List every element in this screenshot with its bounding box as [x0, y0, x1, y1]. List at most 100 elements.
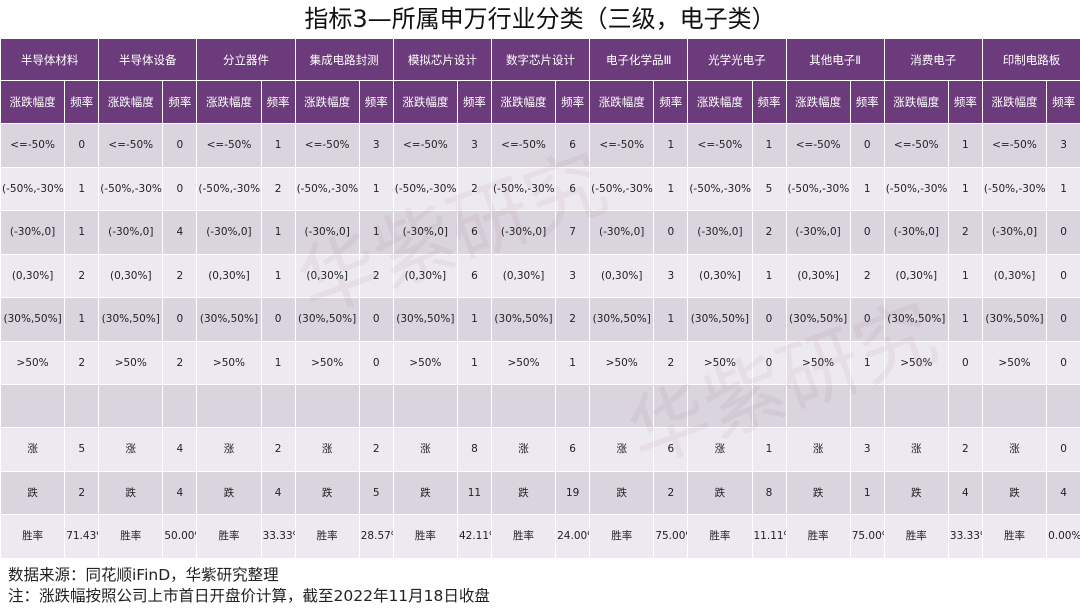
range-cell: (0,30%]	[883, 253, 949, 298]
range-header: 涨跌幅度	[196, 80, 262, 124]
range-cell: (0,30%]	[981, 253, 1048, 298]
freq-cell	[260, 384, 296, 428]
table-row: (-30%,0] 1 (-30%,0] 4 (-30%,0] 1 (-30%,0] 1 (-30…	[0, 210, 1080, 255]
range-cell: (0,30%]	[490, 253, 557, 298]
freq-cell: 1	[751, 427, 787, 472]
range-cell: >50%	[0, 340, 66, 385]
range-cell: >50%	[392, 340, 458, 385]
range-cell: 涨	[294, 427, 360, 472]
freq-cell: 1	[849, 470, 885, 515]
range-header: 涨跌幅度	[785, 80, 851, 124]
range-cell: 跌	[490, 470, 557, 515]
freq-header: 频率	[653, 80, 689, 124]
freq-cell: 0	[947, 340, 983, 385]
freq-cell: 8	[456, 427, 492, 472]
range-cell: (-30%,0]	[98, 210, 164, 255]
freq-cell: 2	[260, 166, 296, 211]
freq-cell: 1	[555, 340, 591, 385]
freq-cell: 0	[849, 123, 885, 168]
range-cell: (0,30%]	[589, 253, 655, 298]
freq-cell: 3	[849, 427, 885, 472]
freq-cell: 1	[358, 210, 394, 255]
range-cell	[785, 384, 851, 428]
range-cell	[196, 384, 262, 428]
range-cell: <=-50%	[589, 123, 655, 168]
category-header: 分立器件	[196, 38, 296, 81]
range-cell	[0, 384, 66, 428]
range-cell	[98, 384, 164, 428]
range-cell	[687, 384, 753, 428]
category-header: 电子化学品Ⅲ	[589, 38, 689, 81]
range-cell: <=-50%	[785, 123, 851, 168]
range-cell: (0,30%]	[785, 253, 851, 298]
range-cell: 跌	[883, 470, 949, 515]
freq-cell: 2	[358, 427, 394, 472]
table-row: >50% 2 >50% 2 >50% 1 >50% 0 >50% 1 >50% 1 >50% 2 >50% 0…	[0, 340, 1080, 385]
range-cell	[392, 384, 458, 428]
range-cell: 胜率	[98, 514, 164, 559]
freq-cell: 24.00%	[555, 514, 591, 559]
range-header: 涨跌幅度	[0, 80, 66, 124]
range-cell: (30%,50%]	[981, 297, 1048, 342]
range-cell: (-50%,-30%]	[0, 166, 66, 211]
freq-cell: 2	[358, 253, 394, 298]
freq-cell: 1	[260, 210, 296, 255]
category-header: 半导体设备	[98, 38, 198, 81]
freq-cell: 0	[162, 297, 198, 342]
range-cell: (-50%,-30%]	[196, 166, 262, 211]
range-cell: (-30%,0]	[785, 210, 851, 255]
freq-cell: 0	[1046, 253, 1080, 298]
freq-cell: 1	[260, 123, 296, 168]
range-cell: >50%	[981, 340, 1048, 385]
freq-cell: 75.00%	[653, 514, 689, 559]
range-cell: 涨	[0, 427, 66, 472]
range-cell: (-30%,0]	[687, 210, 753, 255]
range-cell: <=-50%	[687, 123, 753, 168]
range-cell: 胜率	[490, 514, 557, 559]
range-cell: 胜率	[0, 514, 66, 559]
table-row: 胜率71.43%胜率50.00%胜率33.33%胜率28.57%胜率42.11%…	[0, 514, 1080, 559]
freq-cell: 0	[849, 297, 885, 342]
range-cell: <=-50%	[490, 123, 557, 168]
range-cell: (-30%,0]	[490, 210, 557, 255]
range-cell: 涨	[981, 427, 1048, 472]
range-cell: (-30%,0]	[981, 210, 1048, 255]
page-title: 指标3—所属申万行业分类（三级，电子类）	[304, 5, 776, 33]
range-cell: (-50%,-30%]	[294, 166, 360, 211]
range-cell: (30%,50%]	[490, 297, 557, 342]
table-row: (30%,50%] 1 (30%,50%] 0 (30%,50%] 0 (30%,50%] 0…	[0, 297, 1080, 342]
range-cell: (30%,50%]	[785, 297, 851, 342]
freq-cell: 1	[849, 166, 885, 211]
category-header: 数字芯片设计	[490, 38, 591, 81]
freq-cell: 11.11%	[751, 514, 787, 559]
range-cell: <=-50%	[392, 123, 458, 168]
freq-cell: 71.43%	[64, 514, 100, 559]
footnote: 注：涨跌幅按照公司上市首日开盘价计算，截至2022年11月18日收盘	[8, 587, 490, 605]
freq-cell: 7	[555, 210, 591, 255]
range-cell: >50%	[589, 340, 655, 385]
freq-header: 频率	[260, 80, 296, 124]
industry-table: 半导体材料 半导体设备 分立器件 集成电路封测 模拟芯片设计 数字芯片设计 电子化学品Ⅲ 光学…	[0, 38, 1080, 559]
freq-cell	[64, 384, 100, 428]
range-cell: >50%	[687, 340, 753, 385]
category-header: 其他电子Ⅱ	[785, 38, 885, 81]
freq-header: 频率	[555, 80, 591, 124]
freq-cell: 1	[947, 297, 983, 342]
freq-cell	[358, 384, 394, 428]
freq-cell: 0	[358, 340, 394, 385]
freq-cell	[456, 384, 492, 428]
range-cell: (30%,50%]	[196, 297, 262, 342]
range-cell	[589, 384, 655, 428]
freq-cell: 1	[64, 297, 100, 342]
range-cell: 胜率	[883, 514, 949, 559]
freq-cell: 0	[1046, 210, 1080, 255]
sub-header-row: 涨跌幅度 频率 涨跌幅度 频率 涨跌幅度 频率 涨跌幅度 频率 涨跌幅度 频率 涨跌幅度 频率 涨跌幅度…	[0, 80, 1080, 124]
range-cell: 涨	[785, 427, 851, 472]
freq-cell: 0	[1046, 340, 1080, 385]
freq-cell: 2	[849, 253, 885, 298]
range-cell: 涨	[589, 427, 655, 472]
range-cell: 跌	[294, 470, 360, 515]
freq-cell: 4	[162, 427, 198, 472]
range-cell: (30%,50%]	[883, 297, 949, 342]
freq-cell: 3	[1046, 123, 1080, 168]
